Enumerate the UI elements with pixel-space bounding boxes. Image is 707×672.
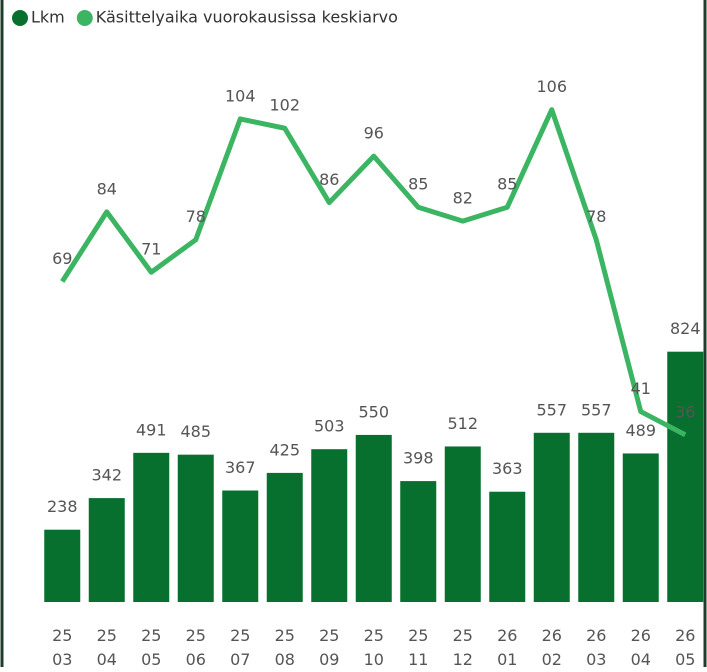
data-label: 84	[97, 179, 117, 198]
data-label: 85	[497, 175, 517, 194]
data-label: 512	[447, 414, 478, 433]
x-tick-label: 25 04	[96, 626, 117, 669]
data-label: 425	[269, 440, 300, 459]
data-label: 86	[319, 170, 339, 189]
x-tick-label: 25 07	[230, 626, 251, 669]
data-label: 82	[453, 189, 473, 208]
legend-marker	[76, 10, 93, 26]
x-tick-label: 25 11	[408, 626, 429, 669]
data-label: 96	[364, 124, 384, 143]
x-tick-label: 25 06	[185, 626, 206, 669]
x-tick-label: 25 10	[363, 626, 384, 669]
data-label: 363	[492, 459, 523, 478]
bar	[489, 491, 526, 602]
x-tick-label: 26 01	[497, 626, 518, 669]
bar	[44, 529, 81, 602]
data-label: 485	[180, 422, 211, 441]
bar	[88, 498, 125, 602]
legend-marker	[12, 10, 28, 26]
x-tick-label: 26 02	[541, 626, 562, 669]
data-label: 557	[536, 400, 567, 419]
data-label: 489	[625, 421, 656, 440]
data-label: 71	[141, 240, 161, 259]
bar	[578, 432, 615, 602]
data-label: 106	[536, 77, 567, 96]
bar	[266, 472, 303, 602]
bar	[533, 432, 570, 602]
legend-label: Lkm	[31, 8, 65, 27]
bar	[444, 446, 481, 602]
bar	[400, 481, 437, 602]
bar	[622, 453, 659, 602]
data-label: 78	[586, 207, 606, 226]
data-label: 550	[358, 402, 389, 421]
x-tick-label: 25 05	[141, 626, 162, 669]
data-label: 503	[314, 417, 345, 436]
data-label: 342	[91, 466, 122, 485]
data-label: 491	[136, 420, 167, 439]
data-label: 557	[581, 400, 612, 419]
data-label: 238	[47, 497, 78, 516]
x-tick-label: 26 05	[675, 626, 696, 669]
bar	[311, 449, 348, 602]
legend-label: Käsittelyaika vuorokausissa keskiarvo	[96, 8, 398, 27]
bar	[222, 490, 259, 602]
data-label: 398	[403, 449, 434, 468]
data-label: 69	[52, 249, 72, 268]
data-label: 78	[186, 207, 206, 226]
x-tick-label: 25 09	[319, 626, 340, 669]
bar	[177, 454, 214, 602]
data-label: 102	[269, 96, 300, 115]
bar	[667, 351, 704, 602]
data-label: 41	[631, 379, 651, 398]
bar	[133, 452, 170, 602]
data-label: 824	[670, 319, 701, 338]
data-label: 36	[675, 402, 695, 421]
x-tick-label: 25 03	[52, 626, 73, 669]
x-tick-label: 26 03	[586, 626, 607, 669]
bar	[355, 434, 392, 602]
data-label: 85	[408, 175, 428, 194]
line	[60, 107, 687, 438]
data-label: 367	[225, 458, 256, 477]
x-tick-label: 25 12	[452, 626, 473, 669]
data-label: 104	[225, 86, 256, 105]
x-tick-label: 26 04	[630, 626, 651, 669]
x-tick-label: 25 08	[274, 626, 295, 669]
